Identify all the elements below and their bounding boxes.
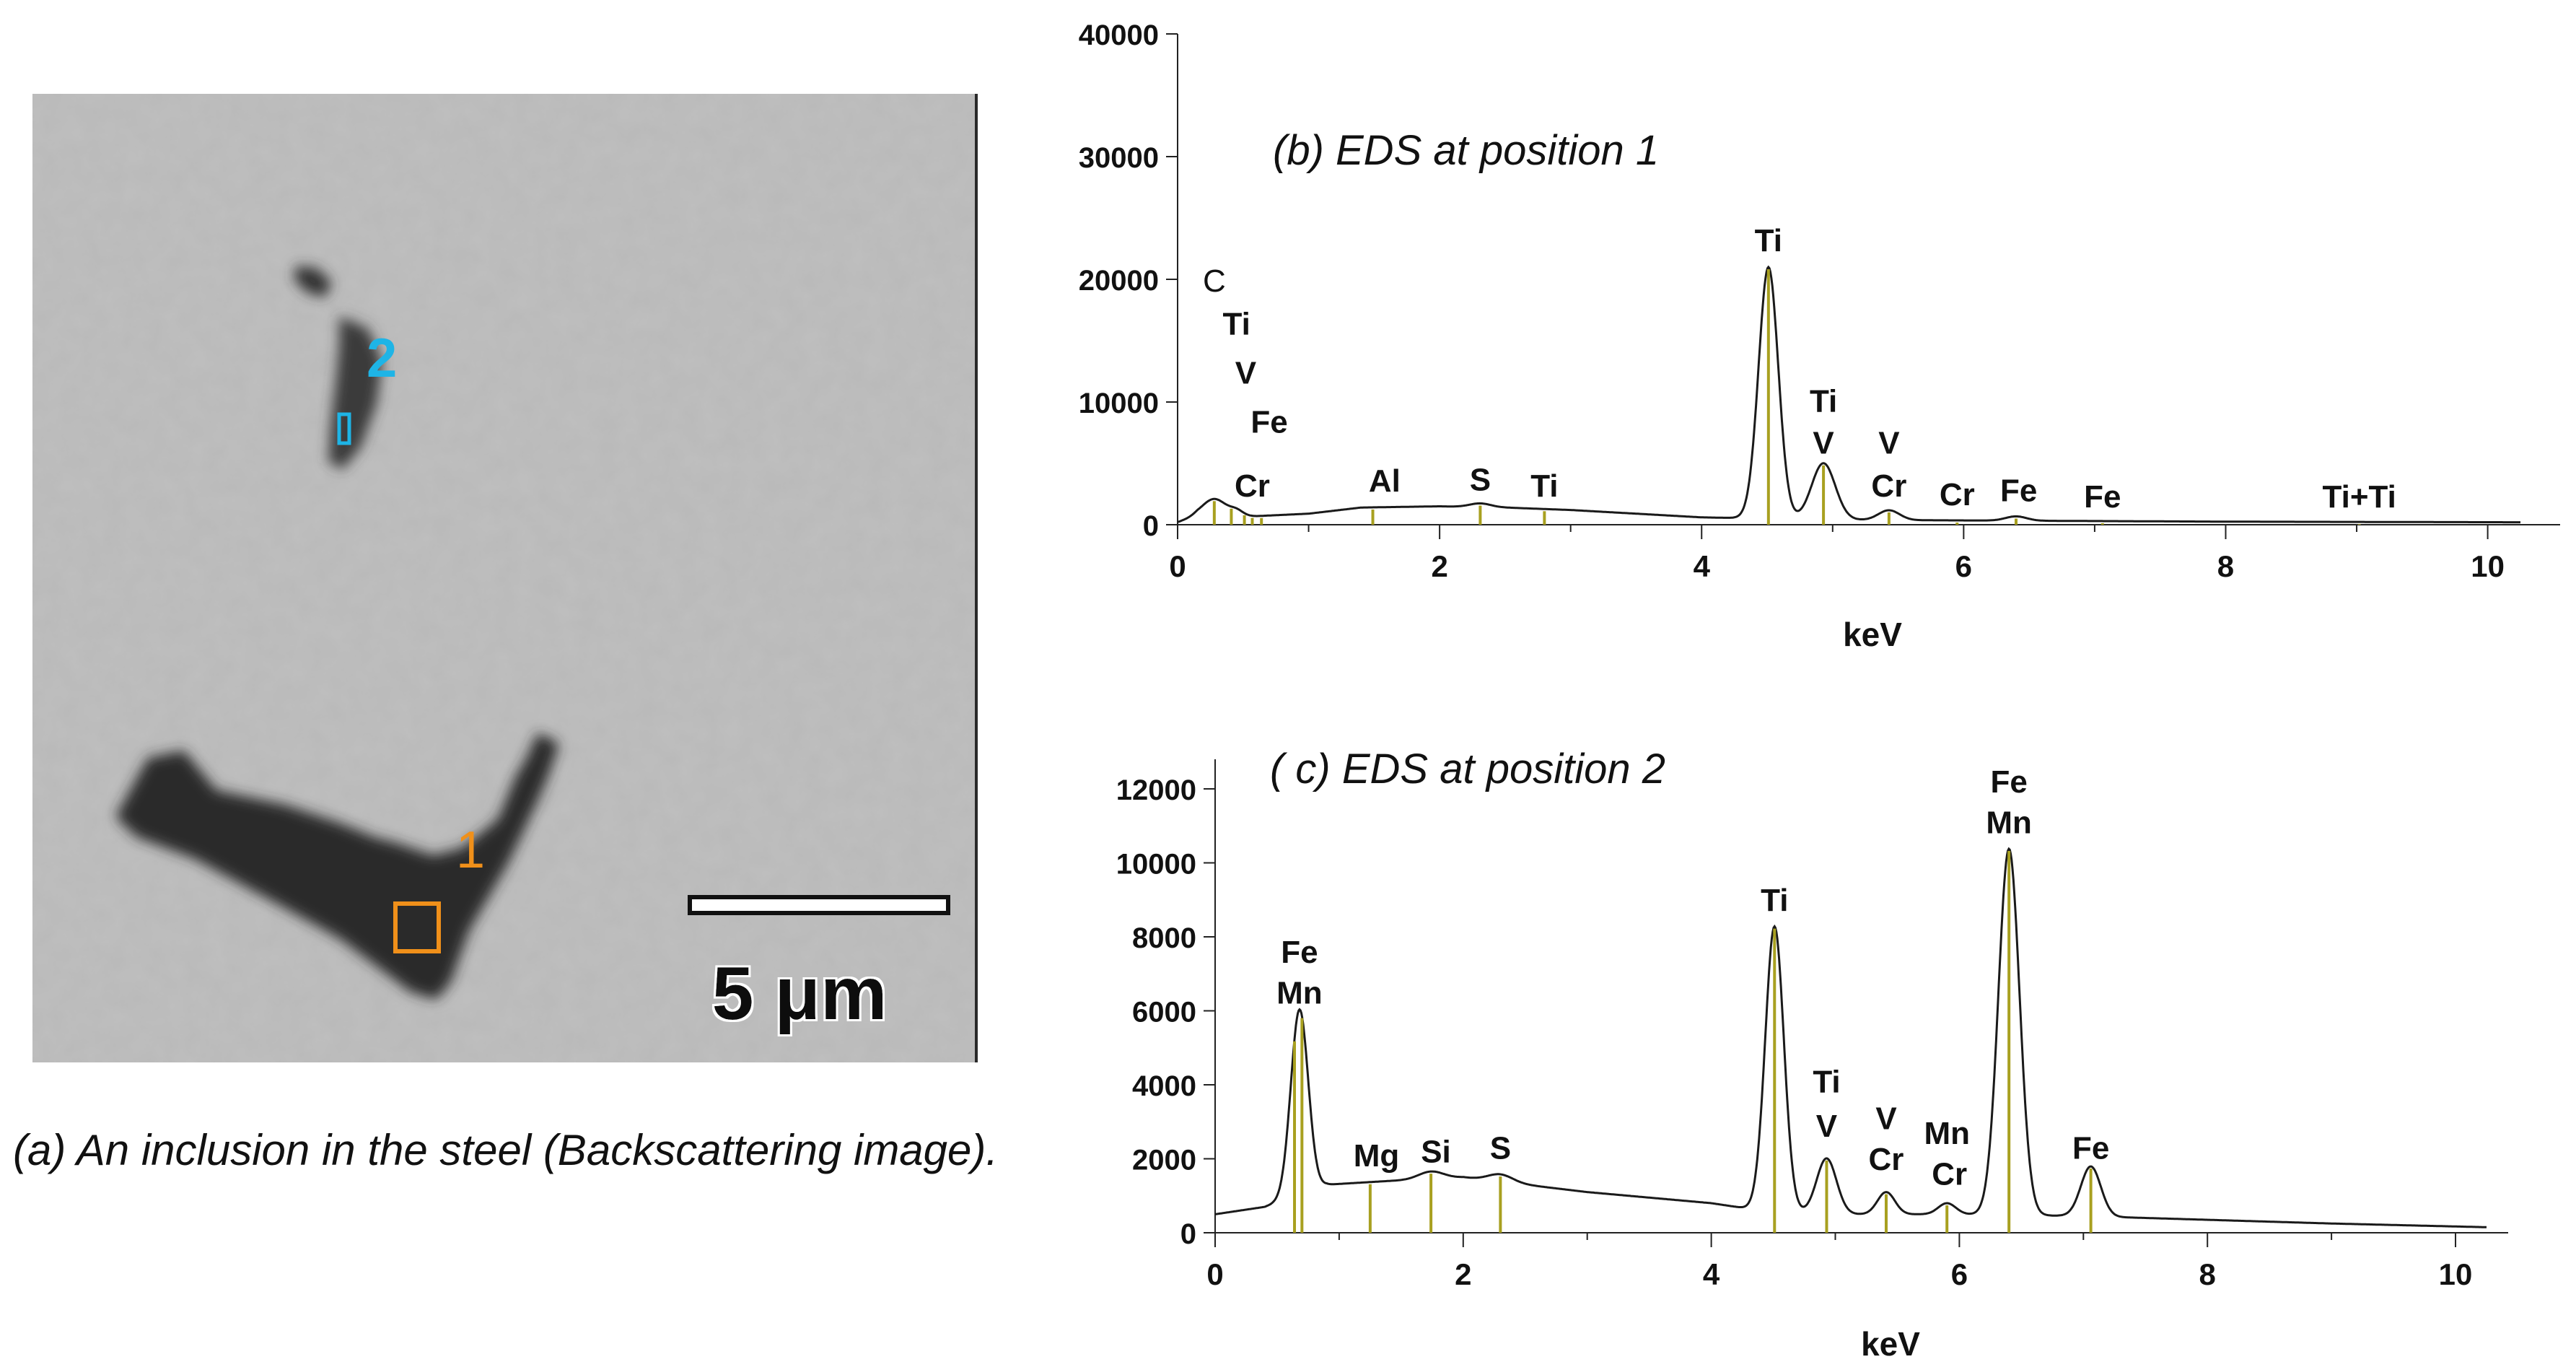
eds1-peak-label: Al	[1369, 463, 1401, 499]
eds1-peak-label: Ti	[1810, 384, 1837, 419]
eds2-peak-label: Mg	[1354, 1138, 1400, 1174]
eds2-y-tick-label: 10000	[1116, 849, 1196, 881]
eds2-peak-label: Ti	[1761, 883, 1788, 918]
sem-image-texture	[32, 94, 976, 1062]
eds1-peak-label: Cr	[1235, 468, 1270, 504]
eds2-spectrum-line	[1214, 847, 2487, 1228]
eds1-peak-label: V	[1235, 356, 1257, 391]
eds1-peak-label: V	[1878, 425, 1900, 460]
marker-2-label: 2	[367, 328, 397, 389]
eds1-y-tick-label: 10000	[1079, 388, 1159, 419]
marker-2-box	[337, 412, 351, 445]
marker-1-box	[393, 901, 441, 953]
eds2-title: ( c) EDS at position 2	[1270, 746, 1665, 792]
eds2-peak-label: V	[1816, 1109, 1838, 1144]
caption-a: (a) An inclusion in the steel (Backscatt…	[13, 1126, 998, 1174]
eds1-peak-label: V	[1813, 425, 1834, 460]
eds2-peak-label: Cr	[1932, 1156, 1967, 1192]
eds1-peak-label: Fe	[2000, 473, 2037, 509]
eds2-peak-label: Mn	[1924, 1116, 1970, 1151]
inclusion-small-top	[294, 266, 332, 297]
eds1-spectrum-line	[1177, 265, 2520, 524]
eds-chart-position-1: (b) EDS at position 1 keV 0 10000 20000 300…	[1079, 19, 2560, 653]
eds2-y-tick-label: 0	[1180, 1218, 1196, 1250]
eds1-y-tick-label: 0	[1143, 510, 1159, 542]
eds2-x-tick-label: 6	[1951, 1257, 1968, 1291]
eds1-peak-label: Ti	[1223, 307, 1250, 342]
eds1-y-tick-label: 20000	[1079, 265, 1159, 297]
eds1-peak-label: Fe	[2084, 479, 2121, 515]
eds2-peak-label: Mn	[1276, 975, 1323, 1010]
eds1-peak-label: Cr	[1871, 468, 1906, 504]
eds1-x-tick-label: 4	[1694, 549, 1711, 583]
marker-1-label: 1	[456, 821, 485, 879]
eds1-x-tick-label: 10	[2471, 549, 2505, 583]
eds2-y-tick-label: 2000	[1132, 1145, 1196, 1176]
inclusion-particles	[115, 266, 559, 1000]
eds1-title: (b) EDS at position 1	[1273, 127, 1659, 174]
eds2-x-tick-label: 2	[1455, 1257, 1471, 1291]
eds1-peak-label: Ti	[1530, 468, 1558, 504]
scale-bar-label: 5 μm	[712, 952, 888, 1036]
eds2-x-tick-label: 8	[2199, 1257, 2216, 1291]
eds1-peak-label: Fe	[1250, 405, 1287, 440]
eds2-y-tick-label: 12000	[1116, 774, 1196, 806]
eds1-x-tick-label: 2	[1431, 549, 1447, 583]
eds-chart-position-2: ( c) EDS at position 2 keV 0 2000 4000 6000…	[1116, 746, 2508, 1363]
eds1-x-tick-label: 6	[1955, 549, 1972, 583]
eds2-y-tick-label: 6000	[1132, 997, 1196, 1028]
scale-bar	[688, 895, 950, 915]
eds2-x-tick-label: 0	[1206, 1257, 1223, 1291]
eds2-peak-label: Si	[1421, 1135, 1451, 1170]
eds2-xlabel: keV	[1861, 1325, 1920, 1363]
eds1-peak-label: Ti	[1755, 223, 1782, 258]
sem-image: 2 1 5 μm	[32, 94, 978, 1062]
eds2-peak-label: S	[1490, 1131, 1511, 1166]
eds2-peak-label: Ti	[1813, 1064, 1840, 1099]
eds1-xlabel: keV	[1843, 616, 1902, 653]
eds1-peak-label: S	[1470, 462, 1491, 497]
eds2-peak-label: Mn	[1986, 805, 2032, 841]
eds2-peak-label: V	[1875, 1101, 1897, 1137]
eds1-peak-label: C	[1203, 263, 1226, 299]
eds2-y-tick-label: 8000	[1132, 922, 1196, 954]
eds1-y-tick-label: 30000	[1079, 142, 1159, 174]
eds2-y-tick-label: 4000	[1132, 1070, 1196, 1102]
eds1-peak-label: Cr	[1940, 477, 1975, 512]
eds2-peak-label: Fe	[1281, 935, 1318, 970]
eds2-peak-label: Fe	[1990, 764, 2027, 800]
eds2-x-tick-label: 10	[2439, 1257, 2473, 1291]
eds2-x-tick-label: 4	[1703, 1257, 1720, 1291]
eds2-peak-label: Fe	[2072, 1131, 2109, 1166]
inclusion-main	[115, 733, 559, 1000]
eds1-peak-label: Ti+Ti	[2323, 479, 2396, 515]
inclusion-small-elongated	[328, 316, 382, 469]
eds1-x-tick-label: 8	[2217, 549, 2234, 583]
eds1-y-tick-label: 40000	[1079, 19, 1159, 51]
eds2-peak-label: Cr	[1869, 1142, 1904, 1177]
eds1-x-tick-label: 0	[1169, 549, 1186, 583]
